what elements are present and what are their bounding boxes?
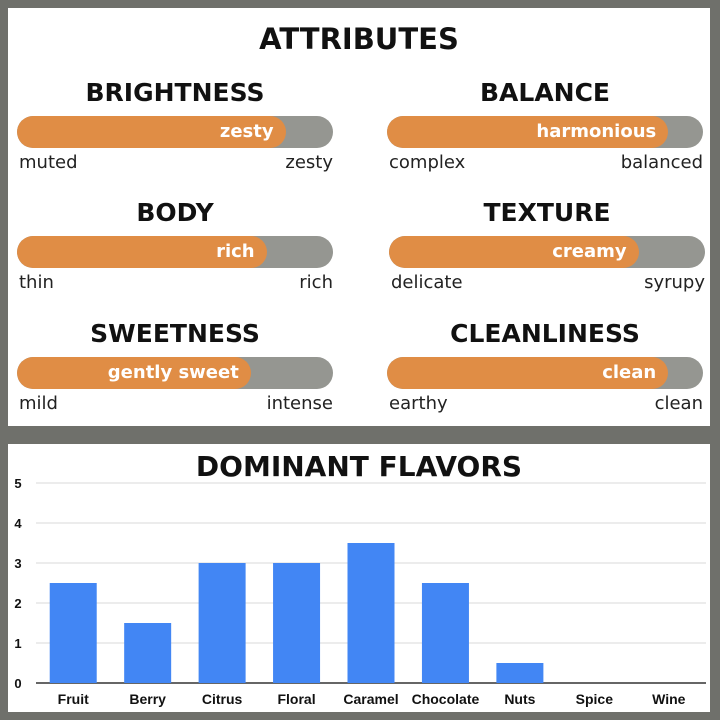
attributes-title: ATTRIBUTES <box>259 22 459 56</box>
attribute-name: BODY <box>136 198 214 227</box>
attribute-high-label: rich <box>299 272 333 293</box>
attribute-high-label: clean <box>654 393 703 414</box>
attribute-value-label: rich <box>216 241 255 262</box>
x-tick-label: Floral <box>277 691 315 707</box>
y-tick-label: 4 <box>14 516 22 531</box>
attribute-name: CLEANLINESS <box>450 319 640 348</box>
attribute-high-label: zesty <box>285 152 333 173</box>
bar-berry <box>124 623 172 683</box>
attribute-high-label: syrupy <box>644 272 705 293</box>
x-tick-label: Wine <box>652 691 686 707</box>
attribute-fill: clean <box>387 357 669 389</box>
bar-chocolate <box>421 583 469 683</box>
attribute-name: SWEETNESS <box>90 319 260 348</box>
attribute-value-label: clean <box>602 362 657 383</box>
attribute-fill: gently sweet <box>17 357 251 389</box>
attribute-value-label: zesty <box>219 121 274 142</box>
x-tick-label: Caramel <box>343 691 398 707</box>
bar-fruit <box>49 583 97 683</box>
attribute-name: TEXTURE <box>483 198 611 227</box>
y-tick-label: 0 <box>14 676 21 691</box>
attribute-fill: rich <box>17 236 267 268</box>
attribute-low-label: muted <box>19 152 78 173</box>
bar-floral <box>273 563 321 683</box>
attribute-value-label: gently sweet <box>107 362 239 383</box>
attribute-value-label: harmonious <box>536 121 657 142</box>
flavors-panel: 0 1 2 3 4 5 Fruit Berry Citrus Floral Caramel Choco… <box>8 444 710 712</box>
attribute-low-label: delicate <box>391 272 463 293</box>
attribute-high-label: intense <box>266 393 333 414</box>
attribute-brightness: BRIGHTNESS zesty muted zesty <box>17 78 333 178</box>
attribute-fill: creamy <box>389 236 639 268</box>
attribute-fill: harmonious <box>387 116 669 148</box>
attribute-low-label: complex <box>389 152 466 173</box>
y-tick-label: 3 <box>14 556 21 571</box>
bar-caramel <box>347 543 395 683</box>
attribute-value-label: creamy <box>552 241 627 262</box>
attribute-track: harmonious <box>387 116 703 148</box>
flavors-title: DOMINANT FLAVORS <box>195 450 523 483</box>
x-tick-label: Spice <box>576 691 614 707</box>
attribute-track: creamy <box>389 236 705 268</box>
attribute-low-label: earthy <box>389 393 448 414</box>
y-tick-label: 5 <box>14 476 21 491</box>
attribute-high-label: balanced <box>620 152 703 173</box>
attributes-panel: ATTRIBUTES BRIGHTNESS zesty muted zesty … <box>8 8 710 426</box>
attribute-name: BALANCE <box>479 78 611 107</box>
x-tick-label: Berry <box>129 691 166 707</box>
attribute-texture: TEXTURE creamy delicate syrupy <box>389 198 705 298</box>
attribute-sweetness: SWEETNESS gently sweet mild intense <box>17 319 333 419</box>
attribute-fill: zesty <box>17 116 286 148</box>
attribute-track: zesty <box>17 116 333 148</box>
attribute-cleanliness: CLEANLINESS clean earthy clean <box>387 319 703 419</box>
attribute-track: gently sweet <box>17 357 333 389</box>
x-tick-label: Fruit <box>58 691 89 707</box>
attribute-name: BRIGHTNESS <box>85 78 265 107</box>
x-tick-label: Citrus <box>202 691 243 707</box>
attribute-track: rich <box>17 236 333 268</box>
attribute-track: clean <box>387 357 703 389</box>
attribute-low-label: mild <box>19 393 58 414</box>
bar-citrus <box>198 563 246 683</box>
y-tick-label: 1 <box>14 636 21 651</box>
x-tick-label: Nuts <box>504 691 535 707</box>
x-tick-label: Chocolate <box>412 691 480 707</box>
attribute-body: BODY rich thin rich <box>17 198 333 298</box>
attribute-low-label: thin <box>19 272 54 293</box>
flavors-chart: 0 1 2 3 4 5 Fruit Berry Citrus Floral Caramel Choco… <box>14 476 706 707</box>
bar-nuts <box>496 663 544 683</box>
attribute-balance: BALANCE harmonious complex balanced <box>387 78 703 178</box>
y-tick-label: 2 <box>14 596 21 611</box>
